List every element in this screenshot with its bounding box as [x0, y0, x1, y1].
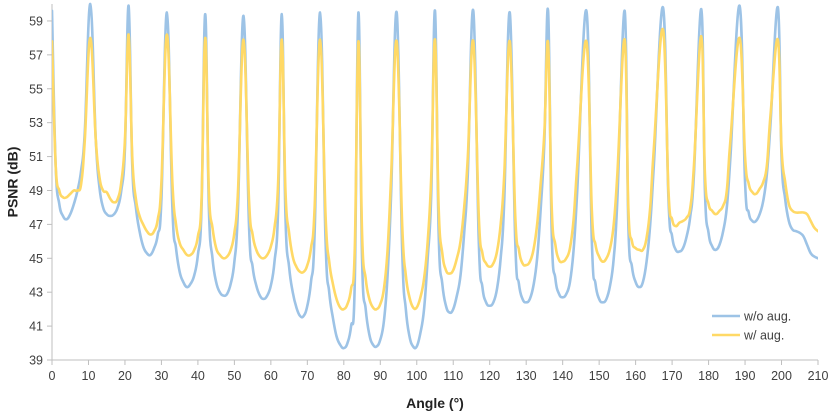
x-tick-label: 170 [662, 369, 683, 383]
series-layer [52, 2, 818, 350]
y-axis-ticks: 39 41 43 45 47 49 51 53 55 57 59 [29, 14, 52, 368]
series-line-with-aug [52, 28, 818, 311]
legend-label-without-aug: w/o aug. [743, 310, 791, 324]
x-tick-label: 20 [118, 369, 132, 383]
x-tick-label: 30 [154, 369, 168, 383]
y-tick-label: 41 [29, 320, 43, 334]
y-tick-label: 47 [29, 218, 43, 232]
legend: w/o aug. w/ aug. [712, 310, 791, 343]
x-tick-label: 210 [808, 369, 829, 383]
x-tick-label: 50 [227, 369, 241, 383]
x-tick-label: 10 [82, 369, 96, 383]
x-tick-label: 180 [698, 369, 719, 383]
x-tick-label: 150 [589, 369, 610, 383]
y-tick-label: 57 [29, 48, 43, 62]
x-tick-label: 90 [373, 369, 387, 383]
x-tick-label: 160 [625, 369, 646, 383]
x-axis-title: Angle (°) [406, 395, 464, 411]
legend-label-with-aug: w/ aug. [743, 329, 784, 343]
y-tick-label: 59 [29, 14, 43, 28]
y-tick-label: 53 [29, 116, 43, 130]
x-tick-label: 40 [191, 369, 205, 383]
y-tick-label: 39 [29, 354, 43, 368]
y-tick-label: 45 [29, 252, 43, 266]
x-tick-label: 70 [300, 369, 314, 383]
y-tick-label: 51 [29, 150, 43, 164]
x-tick-label: 110 [443, 369, 463, 383]
x-tick-label: 80 [337, 369, 351, 383]
y-tick-label: 55 [29, 82, 43, 96]
x-tick-label: 0 [49, 369, 56, 383]
y-axis-title: PSNR (dB) [5, 147, 21, 218]
y-tick-label: 49 [29, 184, 43, 198]
x-tick-label: 120 [479, 369, 500, 383]
x-tick-label: 190 [735, 369, 756, 383]
x-tick-label: 60 [264, 369, 278, 383]
y-tick-label: 43 [29, 286, 43, 300]
series-line-without-aug [52, 2, 818, 350]
x-tick-label: 140 [552, 369, 573, 383]
x-tick-label: 130 [516, 369, 537, 383]
x-axis-ticks: 0 10 20 30 40 50 60 70 80 90 100 110 120 130 140 150 160… [49, 360, 829, 383]
x-tick-label: 200 [771, 369, 792, 383]
x-tick-label: 100 [406, 369, 427, 383]
